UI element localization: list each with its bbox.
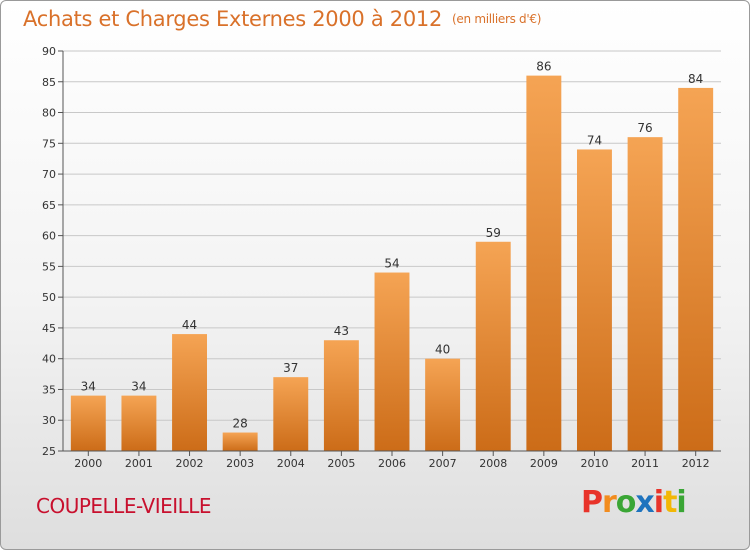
- y-tick-label: 80: [42, 107, 56, 120]
- bar: [576, 149, 612, 451]
- title-text: Achats et Charges Externes 2000 à 2012: [23, 7, 443, 31]
- y-tick-label: 55: [42, 260, 56, 273]
- x-tick-label: 2006: [378, 457, 406, 470]
- data-label: 76: [637, 121, 652, 135]
- data-label: 59: [486, 226, 501, 240]
- logo-letter: x: [635, 485, 654, 520]
- chart-title: Achats et Charges Externes 2000 à 2012 (e…: [23, 7, 541, 31]
- data-label: 86: [536, 60, 551, 74]
- x-tick-label: 2008: [479, 457, 507, 470]
- y-tick-label: 70: [42, 168, 56, 181]
- x-tick-label: 2010: [580, 457, 608, 470]
- bar: [172, 334, 208, 451]
- x-tick-label: 2000: [74, 457, 102, 470]
- logo-letter: t: [663, 485, 677, 520]
- bar: [678, 87, 714, 451]
- y-axis: 25 30 35 40 45 50 55 60 65 70 75 80 85 90: [42, 45, 64, 458]
- data-label: 54: [384, 257, 399, 271]
- bars: 34 34 44 28 37 43 54 40 59 86 74 76 84: [70, 60, 714, 451]
- bar: [627, 137, 663, 451]
- y-tick-label: 60: [42, 230, 56, 243]
- data-label: 37: [283, 361, 298, 375]
- x-tick-label: 2003: [226, 457, 254, 470]
- x-tick-label: 2012: [682, 457, 710, 470]
- logo-letter: r: [602, 485, 617, 520]
- x-tick-label: 2001: [125, 457, 153, 470]
- x-tick-label: 2007: [429, 457, 457, 470]
- logo-letter: i: [676, 485, 686, 520]
- x-axis: 2000 2001 2002 2003 2004 2005 2006 2007 2008 2009…: [63, 450, 721, 470]
- bar: [70, 395, 106, 451]
- bar: [526, 75, 562, 451]
- y-tick-label: 50: [42, 291, 56, 304]
- commune-name: COUPELLE-VIEILLE: [36, 494, 212, 518]
- data-label: 84: [688, 72, 703, 86]
- y-tick-label: 35: [42, 383, 56, 396]
- x-tick-label: 2002: [176, 457, 204, 470]
- x-tick-label: 2009: [530, 457, 558, 470]
- data-label: 28: [233, 417, 248, 431]
- bar: [121, 395, 157, 451]
- data-label: 34: [81, 380, 96, 394]
- y-tick-label: 25: [42, 445, 56, 458]
- bar: [323, 340, 359, 451]
- y-tick-label: 65: [42, 199, 56, 212]
- bar: [273, 377, 309, 451]
- bar: [374, 272, 410, 451]
- y-tick-label: 40: [42, 353, 56, 366]
- x-tick-label: 2005: [327, 457, 355, 470]
- bar: [425, 358, 461, 451]
- bar: [222, 432, 258, 451]
- data-label: 44: [182, 318, 197, 332]
- y-tick-label: 75: [42, 137, 56, 150]
- y-tick-label: 30: [42, 414, 56, 427]
- y-tick-label: 85: [42, 76, 56, 89]
- data-label: 34: [131, 380, 146, 394]
- bar: [475, 241, 511, 451]
- logo-letter: i: [653, 485, 664, 520]
- x-tick-label: 2011: [631, 457, 659, 470]
- data-label: 43: [334, 324, 349, 338]
- logo-letter: o: [615, 485, 637, 520]
- logo-letter: P: [581, 485, 603, 520]
- y-tick-label: 45: [42, 322, 56, 335]
- data-label: 40: [435, 343, 450, 357]
- x-tick-label: 2004: [277, 457, 305, 470]
- y-tick-label: 90: [42, 45, 56, 58]
- proxiti-logo: Proxiti: [581, 485, 687, 520]
- unit-note: (en milliers d'€): [452, 12, 542, 26]
- data-label: 74: [587, 133, 602, 147]
